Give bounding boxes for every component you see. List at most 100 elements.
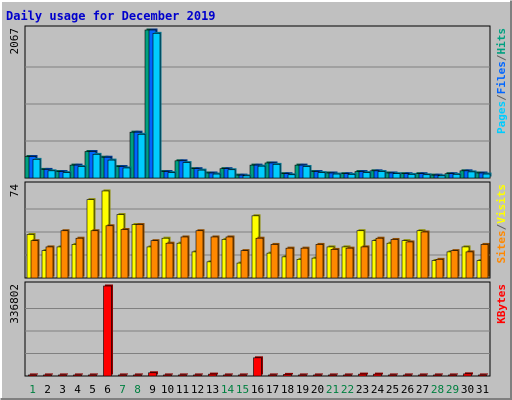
bar-kbytes-day-30 [463, 373, 472, 377]
bar-pages-day-27 [422, 174, 431, 179]
x-label-day-4: 4 [74, 383, 81, 396]
bar-sites-day-28 [435, 259, 444, 279]
bar-pages-day-15 [242, 175, 251, 179]
bar-kbytes-day-19-shadow [300, 373, 308, 375]
bar-kbytes-day-21 [328, 374, 337, 377]
panel-top-legend: Pages/Files/Hits [495, 28, 508, 134]
bar-pages-day-6 [107, 159, 116, 179]
panel-top-ymax-label: 2067 [8, 28, 21, 55]
bar-pages-day-22 [347, 174, 356, 179]
x-label-day-2: 2 [44, 383, 51, 396]
bar-kbytes-day-24-shadow [375, 372, 383, 375]
bar-pages-day-28-shadow [439, 174, 447, 177]
bar-kbytes-day-11 [178, 374, 187, 377]
bar-kbytes-day-26 [403, 374, 412, 377]
x-label-day-13: 13 [206, 383, 219, 396]
bar-kbytes-day-6 [103, 285, 112, 377]
bar-pages-day-8 [137, 134, 146, 179]
x-label-day-24: 24 [371, 383, 385, 396]
bar-kbytes-day-31 [478, 374, 487, 377]
x-label-day-31: 31 [476, 383, 489, 396]
bar-kbytes-day-20 [313, 374, 322, 377]
bar-kbytes-day-4-shadow [75, 373, 83, 375]
bar-pages-day-4 [77, 166, 86, 179]
bar-pages-day-3 [62, 172, 71, 179]
bar-pages-day-10 [167, 172, 176, 179]
bar-kbytes-day-10-shadow [165, 373, 173, 375]
bar-kbytes-day-7 [118, 374, 127, 377]
bar-kbytes-day-21-shadow [330, 373, 338, 375]
bar-pages-day-5 [92, 154, 101, 179]
x-label-day-9: 9 [149, 383, 156, 396]
bar-kbytes-day-18-shadow [285, 372, 293, 375]
bar-pages-day-17 [272, 164, 281, 179]
bar-sites-day-27 [420, 231, 429, 279]
bar-pages-day-23 [362, 172, 371, 179]
bar-sites-day-11 [180, 236, 189, 279]
panel-bottom-ymax-label: 336802 [8, 284, 21, 324]
x-label-day-5: 5 [89, 383, 96, 396]
x-label-day-20: 20 [311, 383, 324, 396]
bar-kbytes-day-26-shadow [405, 373, 413, 375]
x-label-day-23: 23 [356, 383, 369, 396]
bar-kbytes-day-13 [208, 373, 217, 377]
legend-entry-sep: / [495, 94, 508, 101]
bar-kbytes-day-9 [148, 372, 157, 377]
bar-kbytes-day-20-shadow [315, 373, 323, 375]
bar-kbytes-day-15-shadow [240, 373, 248, 375]
legend-entry-pages: Pages [495, 101, 508, 134]
bar-kbytes-day-23 [358, 373, 367, 377]
bar-pages-day-7 [122, 167, 131, 179]
bar-pages-day-18 [287, 174, 296, 179]
legend-entry-kbytes: KBytes [495, 284, 508, 324]
bar-kbytes-day-28-shadow [435, 373, 443, 375]
bar-pages-day-16 [257, 165, 266, 179]
x-label-day-6: 6 [104, 383, 111, 396]
bar-pages-day-2 [47, 170, 56, 179]
x-label-day-3: 3 [59, 383, 66, 396]
bar-pages-day-24 [377, 171, 386, 179]
panel-bottom: 336802 KBytes [8, 281, 508, 377]
bar-kbytes-day-1-shadow [30, 373, 38, 375]
bar-sites-day-6 [105, 225, 114, 279]
bar-kbytes-day-14-shadow [225, 373, 233, 375]
bar-sites-day-7 [120, 229, 129, 279]
bar-pages-day-13 [212, 173, 221, 179]
bar-sites-day-10 [165, 242, 174, 279]
x-label-day-21: 21 [326, 383, 339, 396]
bar-sites-day-1 [30, 240, 39, 279]
bar-kbytes-day-10 [163, 374, 172, 377]
bar-kbytes-day-17 [268, 374, 277, 377]
x-label-day-1: 1 [29, 383, 36, 396]
bar-kbytes-day-28 [433, 374, 442, 377]
bar-sites-day-5 [90, 230, 99, 279]
bar-kbytes-day-13-shadow [210, 372, 218, 375]
bar-pages-day-30 [467, 171, 476, 179]
legend-entry-sep: / [495, 223, 508, 230]
bar-kbytes-day-11-shadow [180, 373, 188, 375]
legend-entry-hits: Hits [495, 28, 508, 55]
bar-pages-day-29 [452, 174, 461, 179]
bar-kbytes-day-25 [388, 374, 397, 377]
bar-kbytes-day-18 [283, 374, 292, 377]
bar-kbytes-day-22-shadow [345, 373, 353, 375]
bar-kbytes-day-8-shadow [135, 373, 143, 375]
bar-sites-day-18 [285, 247, 294, 279]
bar-sites-day-24 [375, 237, 384, 279]
bar-kbytes-day-1 [28, 374, 37, 377]
bar-sites-day-31 [480, 244, 489, 279]
bar-kbytes-day-29 [448, 374, 457, 377]
bar-kbytes-day-12 [193, 374, 202, 377]
bar-pages-day-12 [197, 169, 206, 179]
bar-kbytes-day-24 [373, 373, 382, 377]
chart-panels: 2067Pages/Files/Hits74Sites/Visits336802… [8, 25, 508, 377]
x-label-day-17: 17 [266, 383, 279, 396]
x-label-day-29: 29 [446, 383, 459, 396]
bar-sites-day-3 [60, 230, 69, 279]
bar-kbytes-day-7-shadow [120, 373, 128, 375]
x-label-day-28: 28 [431, 383, 444, 396]
bar-sites-day-2 [45, 246, 54, 279]
x-label-day-12: 12 [191, 383, 204, 396]
bar-pages-day-31 [482, 173, 491, 179]
